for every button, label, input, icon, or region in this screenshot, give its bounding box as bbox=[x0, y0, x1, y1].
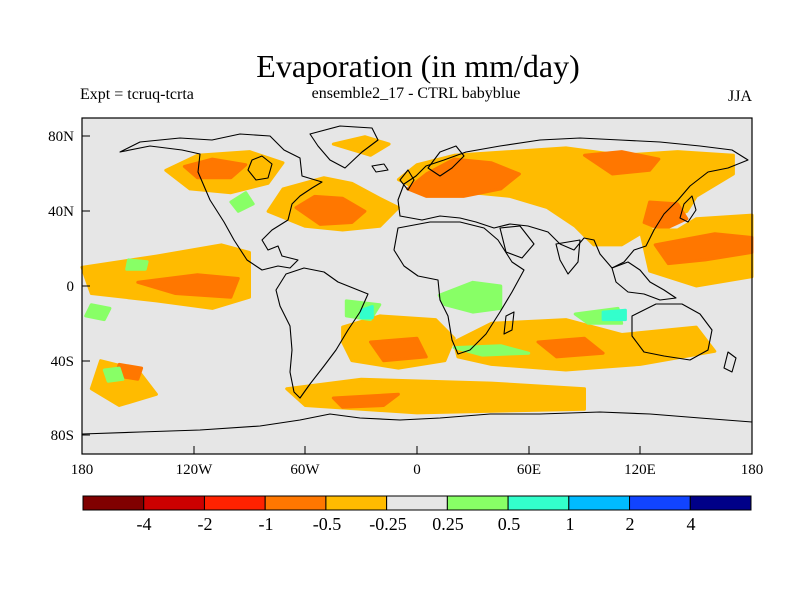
coast-iceland bbox=[371, 163, 389, 173]
colorbar-label: -4 bbox=[137, 514, 152, 534]
coast-india bbox=[555, 239, 581, 275]
colorbar-swatch bbox=[507, 495, 570, 511]
colorbar bbox=[82, 495, 752, 511]
center-label: ensemble2_17 - CTRL babyblue bbox=[312, 85, 521, 102]
right-label: JJA bbox=[728, 88, 752, 105]
region-central-africa-green bbox=[437, 280, 503, 314]
region-java-cyan bbox=[601, 308, 627, 322]
colorbar-swatch bbox=[203, 495, 266, 511]
coast-scandinavia bbox=[427, 145, 465, 177]
coast-north-america bbox=[119, 133, 323, 271]
x-tick-labels: 180 120W 60W 0 60E 120E 180 bbox=[71, 462, 764, 478]
left-label: Expt = tcruq-tcrta bbox=[80, 86, 194, 103]
colorbar-swatch bbox=[143, 495, 205, 511]
x-tick-label: 60E bbox=[517, 462, 541, 478]
region-pacific-west-green bbox=[84, 303, 112, 322]
region-north-america-dark bbox=[182, 157, 248, 180]
coast-se-asia bbox=[611, 261, 677, 301]
colorbar-label: -0.25 bbox=[369, 514, 407, 534]
colorbar-label: -1 bbox=[259, 514, 274, 534]
colorbar-swatch bbox=[82, 495, 145, 511]
y-tick-label: 40S bbox=[51, 354, 74, 370]
region-pacific-central-green bbox=[125, 258, 149, 271]
anomaly-regions bbox=[80, 135, 754, 415]
x-tick-label: 60W bbox=[290, 462, 320, 478]
colorbar-label: 0.25 bbox=[432, 514, 464, 534]
region-southern-ocean-dark bbox=[331, 392, 400, 409]
coast-new-zealand bbox=[723, 351, 737, 373]
region-siberia-dark bbox=[583, 150, 661, 176]
coast-eurasia bbox=[397, 137, 749, 269]
map-panel bbox=[80, 117, 754, 455]
region-south-africa-green bbox=[452, 344, 531, 357]
x-tick-label: 180 bbox=[71, 462, 94, 478]
x-tick-label: 0 bbox=[413, 462, 421, 478]
colorbar-swatch bbox=[568, 495, 631, 511]
colorbar-label: -0.5 bbox=[313, 514, 342, 534]
coast-hudson-bay bbox=[247, 155, 273, 181]
x-tick-label: 120W bbox=[176, 462, 214, 478]
colorbar-label: 2 bbox=[626, 514, 635, 534]
region-indian-ocean-cyan bbox=[359, 305, 374, 320]
colorbar-label: -2 bbox=[198, 514, 213, 534]
coast-australia bbox=[631, 303, 713, 361]
region-north-atlantic-dark bbox=[294, 194, 367, 226]
region-south-atlantic-dark bbox=[369, 336, 428, 363]
y-tick-label: 0 bbox=[67, 279, 75, 295]
colorbar-label: 1 bbox=[566, 514, 575, 534]
coast-south-america bbox=[275, 267, 369, 399]
colorbar-label: 0.5 bbox=[498, 514, 521, 534]
colorbar-swatch bbox=[629, 495, 691, 511]
colorbar-swatch bbox=[264, 495, 327, 511]
colorbar-swatch bbox=[689, 495, 752, 511]
region-east-asia-dark bbox=[642, 200, 689, 232]
coast-uk bbox=[399, 169, 415, 191]
colorbar-swatch bbox=[325, 495, 388, 511]
region-greenland-orange bbox=[331, 135, 391, 157]
axis-ticks bbox=[81, 135, 753, 454]
chart-title: Evaporation (in mm/day) bbox=[256, 48, 579, 84]
y-tick-label: 40N bbox=[48, 204, 74, 220]
coast-madagascar bbox=[503, 311, 515, 335]
colorbar-labels: -4 -2 -1 -0.5 -0.25 0.25 0.5 1 2 4 bbox=[137, 514, 696, 534]
colorbar-swatch bbox=[446, 495, 509, 511]
region-southern-indian-dark bbox=[536, 336, 605, 359]
region-eastern-pacific-dark bbox=[136, 273, 240, 299]
coastlines bbox=[81, 125, 753, 435]
colorbar-swatch bbox=[386, 495, 448, 511]
y-tick-label: 80N bbox=[48, 129, 74, 145]
coast-arabia bbox=[499, 225, 535, 259]
region-south-pacific-green bbox=[102, 366, 125, 383]
coast-africa bbox=[393, 221, 525, 355]
coast-antarctica bbox=[81, 411, 753, 435]
colorbar-label: 4 bbox=[687, 514, 696, 534]
coast-japan bbox=[679, 195, 697, 223]
y-tick-labels: 80N 40N 0 40S 80S bbox=[48, 129, 74, 444]
y-tick-label: 80S bbox=[51, 428, 74, 444]
region-europe-dark bbox=[406, 157, 521, 198]
region-north-america-green bbox=[229, 191, 255, 213]
x-tick-label: 120E bbox=[624, 462, 656, 478]
coast-greenland bbox=[309, 125, 379, 169]
x-tick-label: 180 bbox=[741, 462, 764, 478]
